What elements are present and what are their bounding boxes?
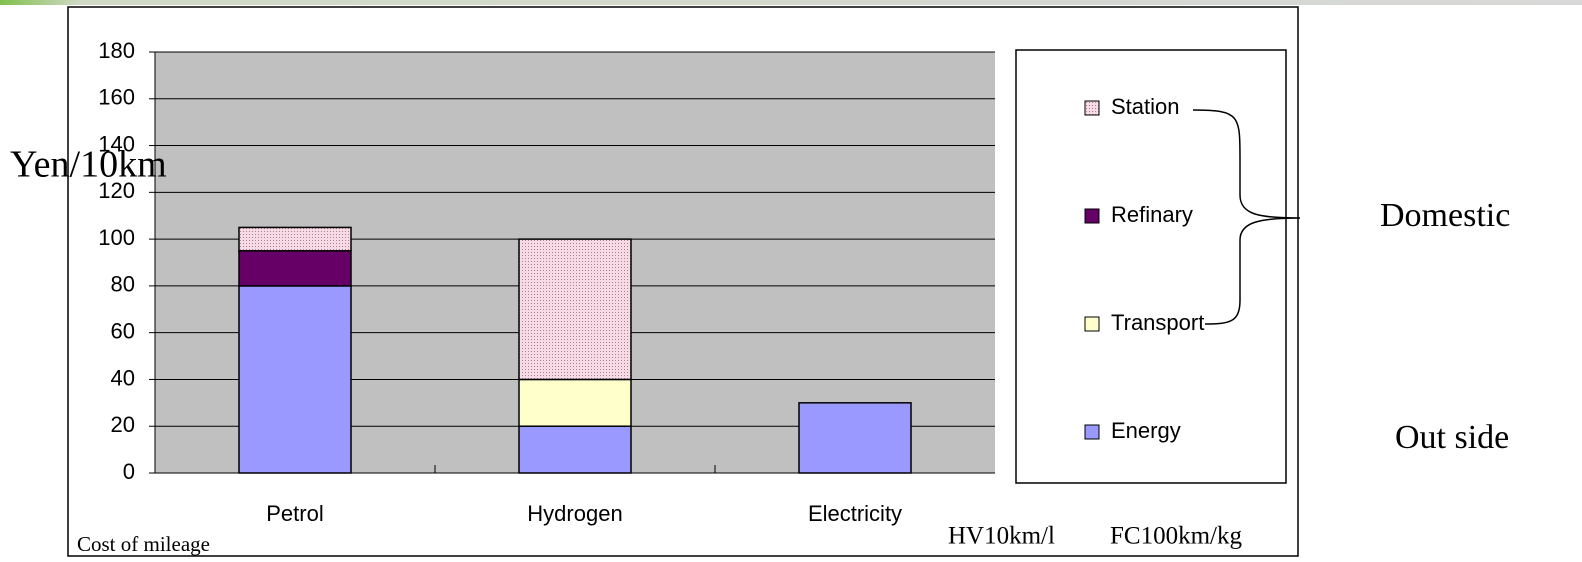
legend-label: Energy xyxy=(1111,418,1181,443)
annotation: FC100km/kg xyxy=(1110,523,1242,550)
bar-segment xyxy=(798,402,912,474)
x-tick-label: Petrol xyxy=(266,501,323,526)
brace xyxy=(1192,109,1301,325)
y-tick-label: 160 xyxy=(98,85,135,110)
y-tick-label: 60 xyxy=(111,318,135,343)
annotation: HV10km/l xyxy=(948,523,1055,550)
bar-segment xyxy=(518,238,632,381)
y-tick-label: 80 xyxy=(111,272,135,297)
legend-swatch xyxy=(1084,316,1100,332)
legend-swatch xyxy=(1084,424,1100,440)
top-bar xyxy=(0,0,1582,5)
legend-label: Refinary xyxy=(1111,202,1193,227)
y-tick-label: 140 xyxy=(98,131,135,156)
legend-box xyxy=(1015,49,1287,484)
bar-segment xyxy=(238,285,352,474)
annotation: Domestic xyxy=(1380,197,1510,234)
legend-swatch xyxy=(1084,208,1100,224)
y-tick-label: 100 xyxy=(98,225,135,250)
y-tick-label: 40 xyxy=(111,365,135,390)
bar-segment xyxy=(238,250,352,287)
annotation: Cost of mileage xyxy=(77,532,210,556)
y-axis-label: Yen/10km xyxy=(10,144,167,186)
y-tick-label: 0 xyxy=(123,459,135,484)
legend-label: Station xyxy=(1111,94,1180,119)
x-tick-label: Electricity xyxy=(808,501,902,526)
legend-label: Transport xyxy=(1111,310,1204,335)
y-tick-label: 20 xyxy=(111,412,135,437)
bar-segment xyxy=(518,378,632,427)
bar-segment xyxy=(238,226,352,252)
y-tick-label: 120 xyxy=(98,178,135,203)
legend-swatch xyxy=(1084,100,1100,116)
x-tick-label: Hydrogen xyxy=(527,501,622,526)
annotation: Out side xyxy=(1395,419,1509,456)
y-tick-label: 180 xyxy=(98,38,135,63)
bar-segment xyxy=(518,425,632,474)
